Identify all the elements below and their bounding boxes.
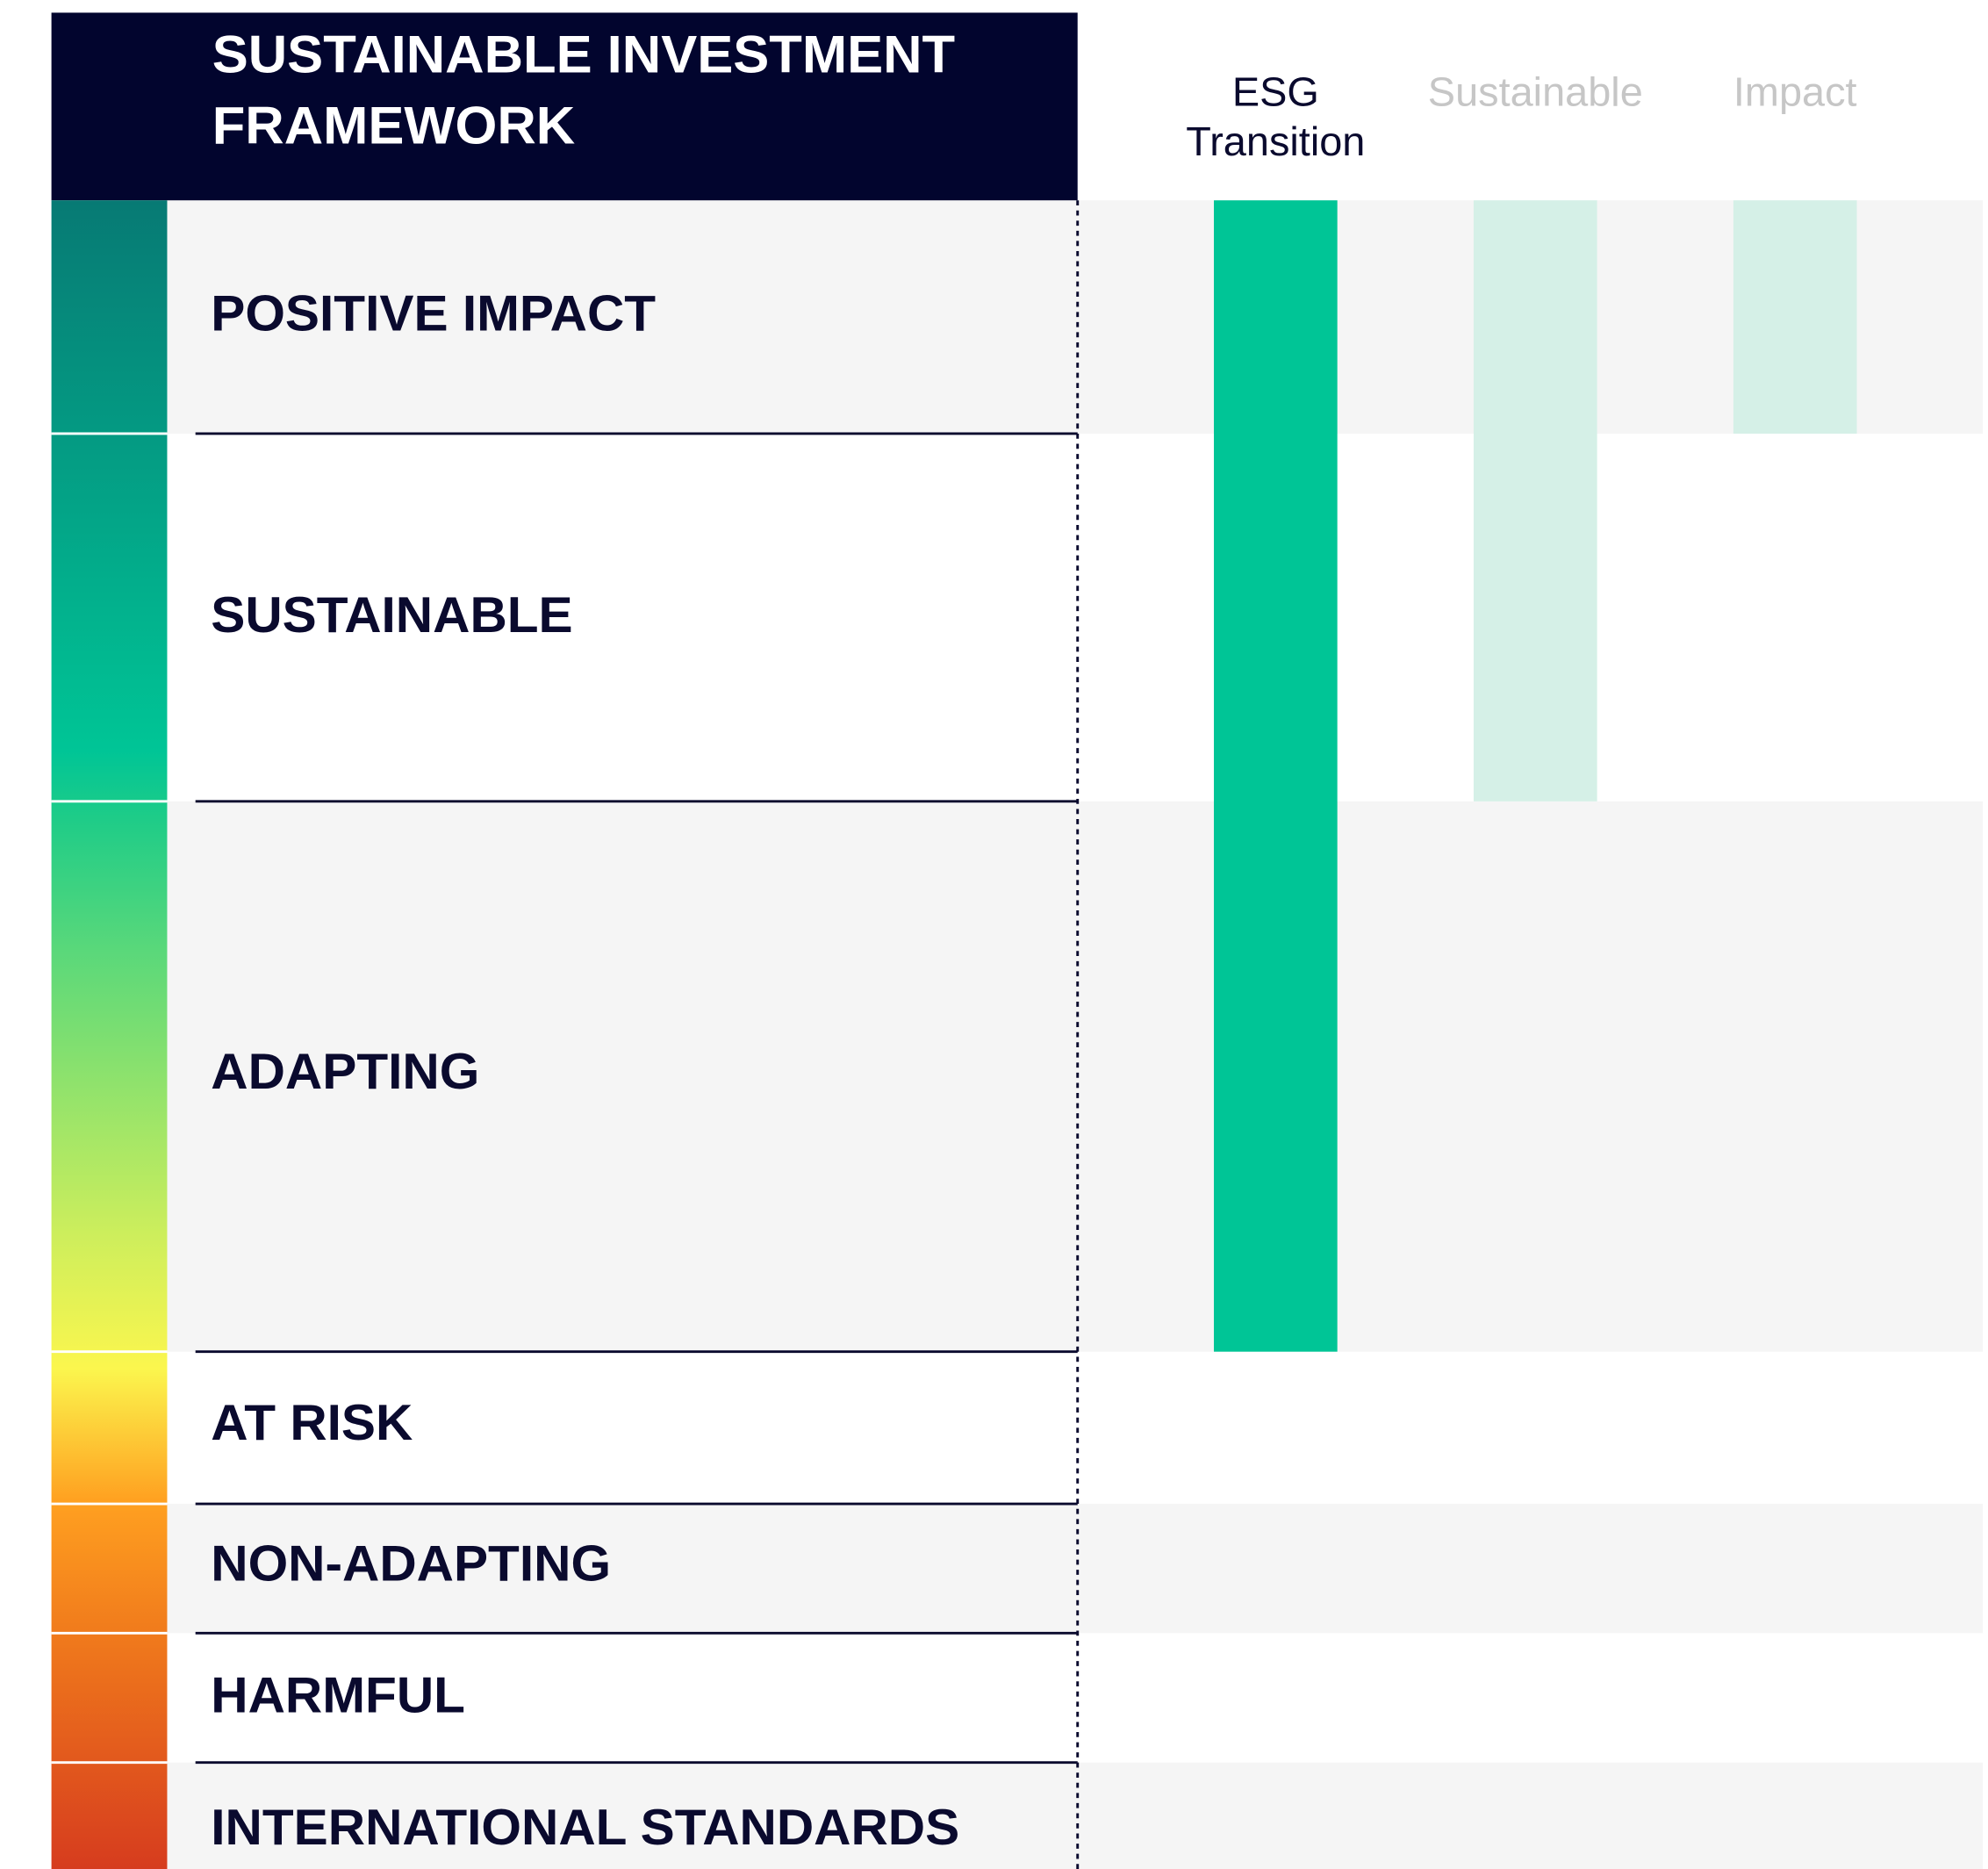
row-label: NON-ADAPTING [211,1535,611,1592]
coverage-bar [1473,200,1597,802]
column-label[interactable]: ESG [1232,69,1319,115]
coverage-bar [1214,200,1338,1352]
row-bg [167,801,1984,1352]
header-box [51,12,1078,201]
row-backgrounds [167,200,1984,1869]
row-label: SUSTAINABLE [211,586,572,643]
coverage-bar [1733,200,1857,434]
column-label[interactable]: Sustainable [1428,69,1643,115]
color-scale [51,200,168,1869]
column-label[interactable]: Transition [1186,119,1365,164]
row-label: INTERNATIONAL STANDARDS [211,1799,959,1856]
row-bg [167,1504,1984,1634]
row-label: ADAPTING [211,1043,479,1100]
column-label[interactable]: Impact [1733,69,1857,115]
row-bg [167,200,1984,434]
row-bg [167,1762,1984,1869]
row-label: POSITIVE IMPACT [211,285,656,342]
row-label: HARMFUL [211,1667,465,1724]
header-title: FRAMEWORK [212,96,575,155]
rows: POSITIVE IMPACT SUSTAINABLE ADAPTING AT RIS… [51,285,1078,1856]
row-label: AT RISK [211,1395,413,1452]
header-title: SUSTAINABLE INVESTMENT [212,25,955,84]
